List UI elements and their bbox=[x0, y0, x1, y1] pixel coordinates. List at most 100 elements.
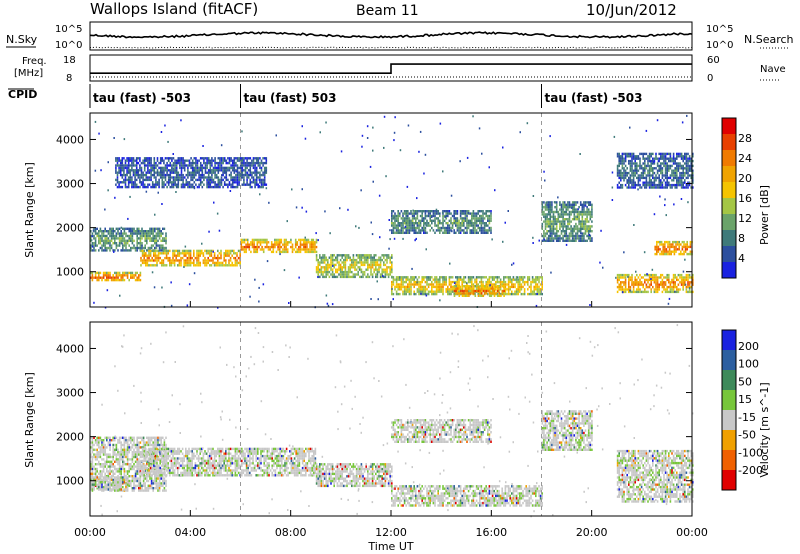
data-cell bbox=[676, 243, 679, 246]
data-cell bbox=[275, 241, 278, 244]
data-cell bbox=[591, 225, 593, 228]
data-cell bbox=[183, 266, 185, 268]
data-cell bbox=[509, 285, 511, 289]
y-tick-label-0: 1000 bbox=[56, 266, 84, 279]
data-cell bbox=[162, 261, 165, 265]
data-cell bbox=[549, 206, 552, 209]
data-cell bbox=[115, 157, 117, 160]
data-cell bbox=[161, 166, 164, 170]
data-cell bbox=[91, 271, 94, 275]
data-cell bbox=[225, 249, 227, 253]
data-cell bbox=[187, 185, 189, 189]
data-cell bbox=[214, 157, 216, 160]
data-cell bbox=[315, 254, 318, 257]
data-cell bbox=[692, 281, 694, 284]
data-cell bbox=[304, 236, 306, 239]
data-cell bbox=[362, 263, 364, 267]
data-cell bbox=[399, 285, 401, 289]
data-cell bbox=[209, 164, 212, 167]
data-cell bbox=[96, 276, 98, 279]
data-cell bbox=[280, 241, 283, 244]
data-cell bbox=[386, 261, 388, 264]
data-cell bbox=[241, 166, 244, 170]
data-cell bbox=[94, 249, 97, 252]
data-cell bbox=[458, 224, 460, 227]
data-cell bbox=[546, 225, 548, 228]
data-cell bbox=[493, 276, 495, 279]
data-cell bbox=[435, 224, 438, 227]
data-cell bbox=[469, 222, 471, 225]
data-cell bbox=[102, 234, 105, 238]
data-cell bbox=[674, 171, 676, 175]
data-cell bbox=[471, 224, 473, 227]
data-cell bbox=[164, 176, 167, 179]
data-cell bbox=[243, 159, 245, 162]
data-cell bbox=[565, 227, 568, 230]
data-cell bbox=[349, 258, 351, 262]
data-cell bbox=[424, 226, 427, 230]
data-cell bbox=[110, 276, 113, 279]
data-cell bbox=[668, 276, 670, 279]
data-cell bbox=[684, 171, 686, 175]
data-cell bbox=[648, 159, 651, 163]
data-cell bbox=[490, 231, 492, 234]
data-cell bbox=[434, 276, 436, 279]
data-cell bbox=[399, 212, 401, 215]
data-cell bbox=[166, 173, 168, 177]
data-cell bbox=[121, 169, 124, 172]
colorbar-tick-5: 24 bbox=[738, 152, 752, 165]
data-cell bbox=[188, 261, 190, 265]
data-cell bbox=[690, 164, 692, 168]
data-cell bbox=[624, 285, 627, 289]
data-cell bbox=[677, 183, 680, 187]
data-cell bbox=[392, 229, 395, 232]
data-cell bbox=[140, 166, 143, 170]
data-cell bbox=[495, 276, 497, 279]
data-cell bbox=[626, 152, 628, 156]
data-cell bbox=[123, 227, 126, 230]
data-cell bbox=[397, 214, 399, 218]
data-cell bbox=[370, 266, 372, 269]
data-cell bbox=[653, 171, 656, 175]
data-cell bbox=[198, 159, 200, 162]
data-cell bbox=[185, 254, 187, 257]
data-cell bbox=[394, 214, 396, 218]
data-cell bbox=[250, 241, 252, 244]
data-cell bbox=[142, 183, 144, 186]
data-cell bbox=[509, 292, 511, 296]
data-cell bbox=[371, 263, 374, 267]
data-cell bbox=[673, 250, 676, 253]
data-cell bbox=[685, 171, 688, 175]
data-cell bbox=[482, 276, 484, 279]
data-cell bbox=[472, 217, 475, 220]
data-cell bbox=[573, 208, 576, 211]
data-cell bbox=[249, 178, 252, 182]
data-cell bbox=[115, 178, 117, 182]
data-cell bbox=[626, 181, 628, 184]
data-cell bbox=[640, 186, 643, 189]
data-cell bbox=[552, 220, 555, 223]
data-cell bbox=[370, 263, 372, 267]
data-cell bbox=[134, 278, 137, 282]
data-cell bbox=[102, 232, 105, 235]
data-cell bbox=[519, 276, 521, 279]
data-cell bbox=[551, 220, 553, 223]
data-cell bbox=[94, 271, 97, 275]
data-cell bbox=[459, 278, 462, 281]
data-cell bbox=[238, 171, 240, 174]
data-cell bbox=[134, 169, 136, 172]
data-cell bbox=[648, 285, 651, 289]
data-cell bbox=[431, 288, 433, 291]
data-cell bbox=[363, 256, 366, 259]
data-cell bbox=[167, 173, 170, 177]
data-cell bbox=[677, 176, 680, 180]
data-cell bbox=[114, 230, 116, 233]
data-cell bbox=[666, 285, 668, 289]
data-cell bbox=[253, 250, 255, 254]
data-cell bbox=[671, 169, 673, 172]
data-cell bbox=[277, 245, 279, 249]
data-cell bbox=[93, 246, 95, 250]
data-cell bbox=[361, 145, 363, 148]
colorbar-tick-2: 12 bbox=[738, 212, 752, 225]
data-cell bbox=[148, 176, 151, 179]
